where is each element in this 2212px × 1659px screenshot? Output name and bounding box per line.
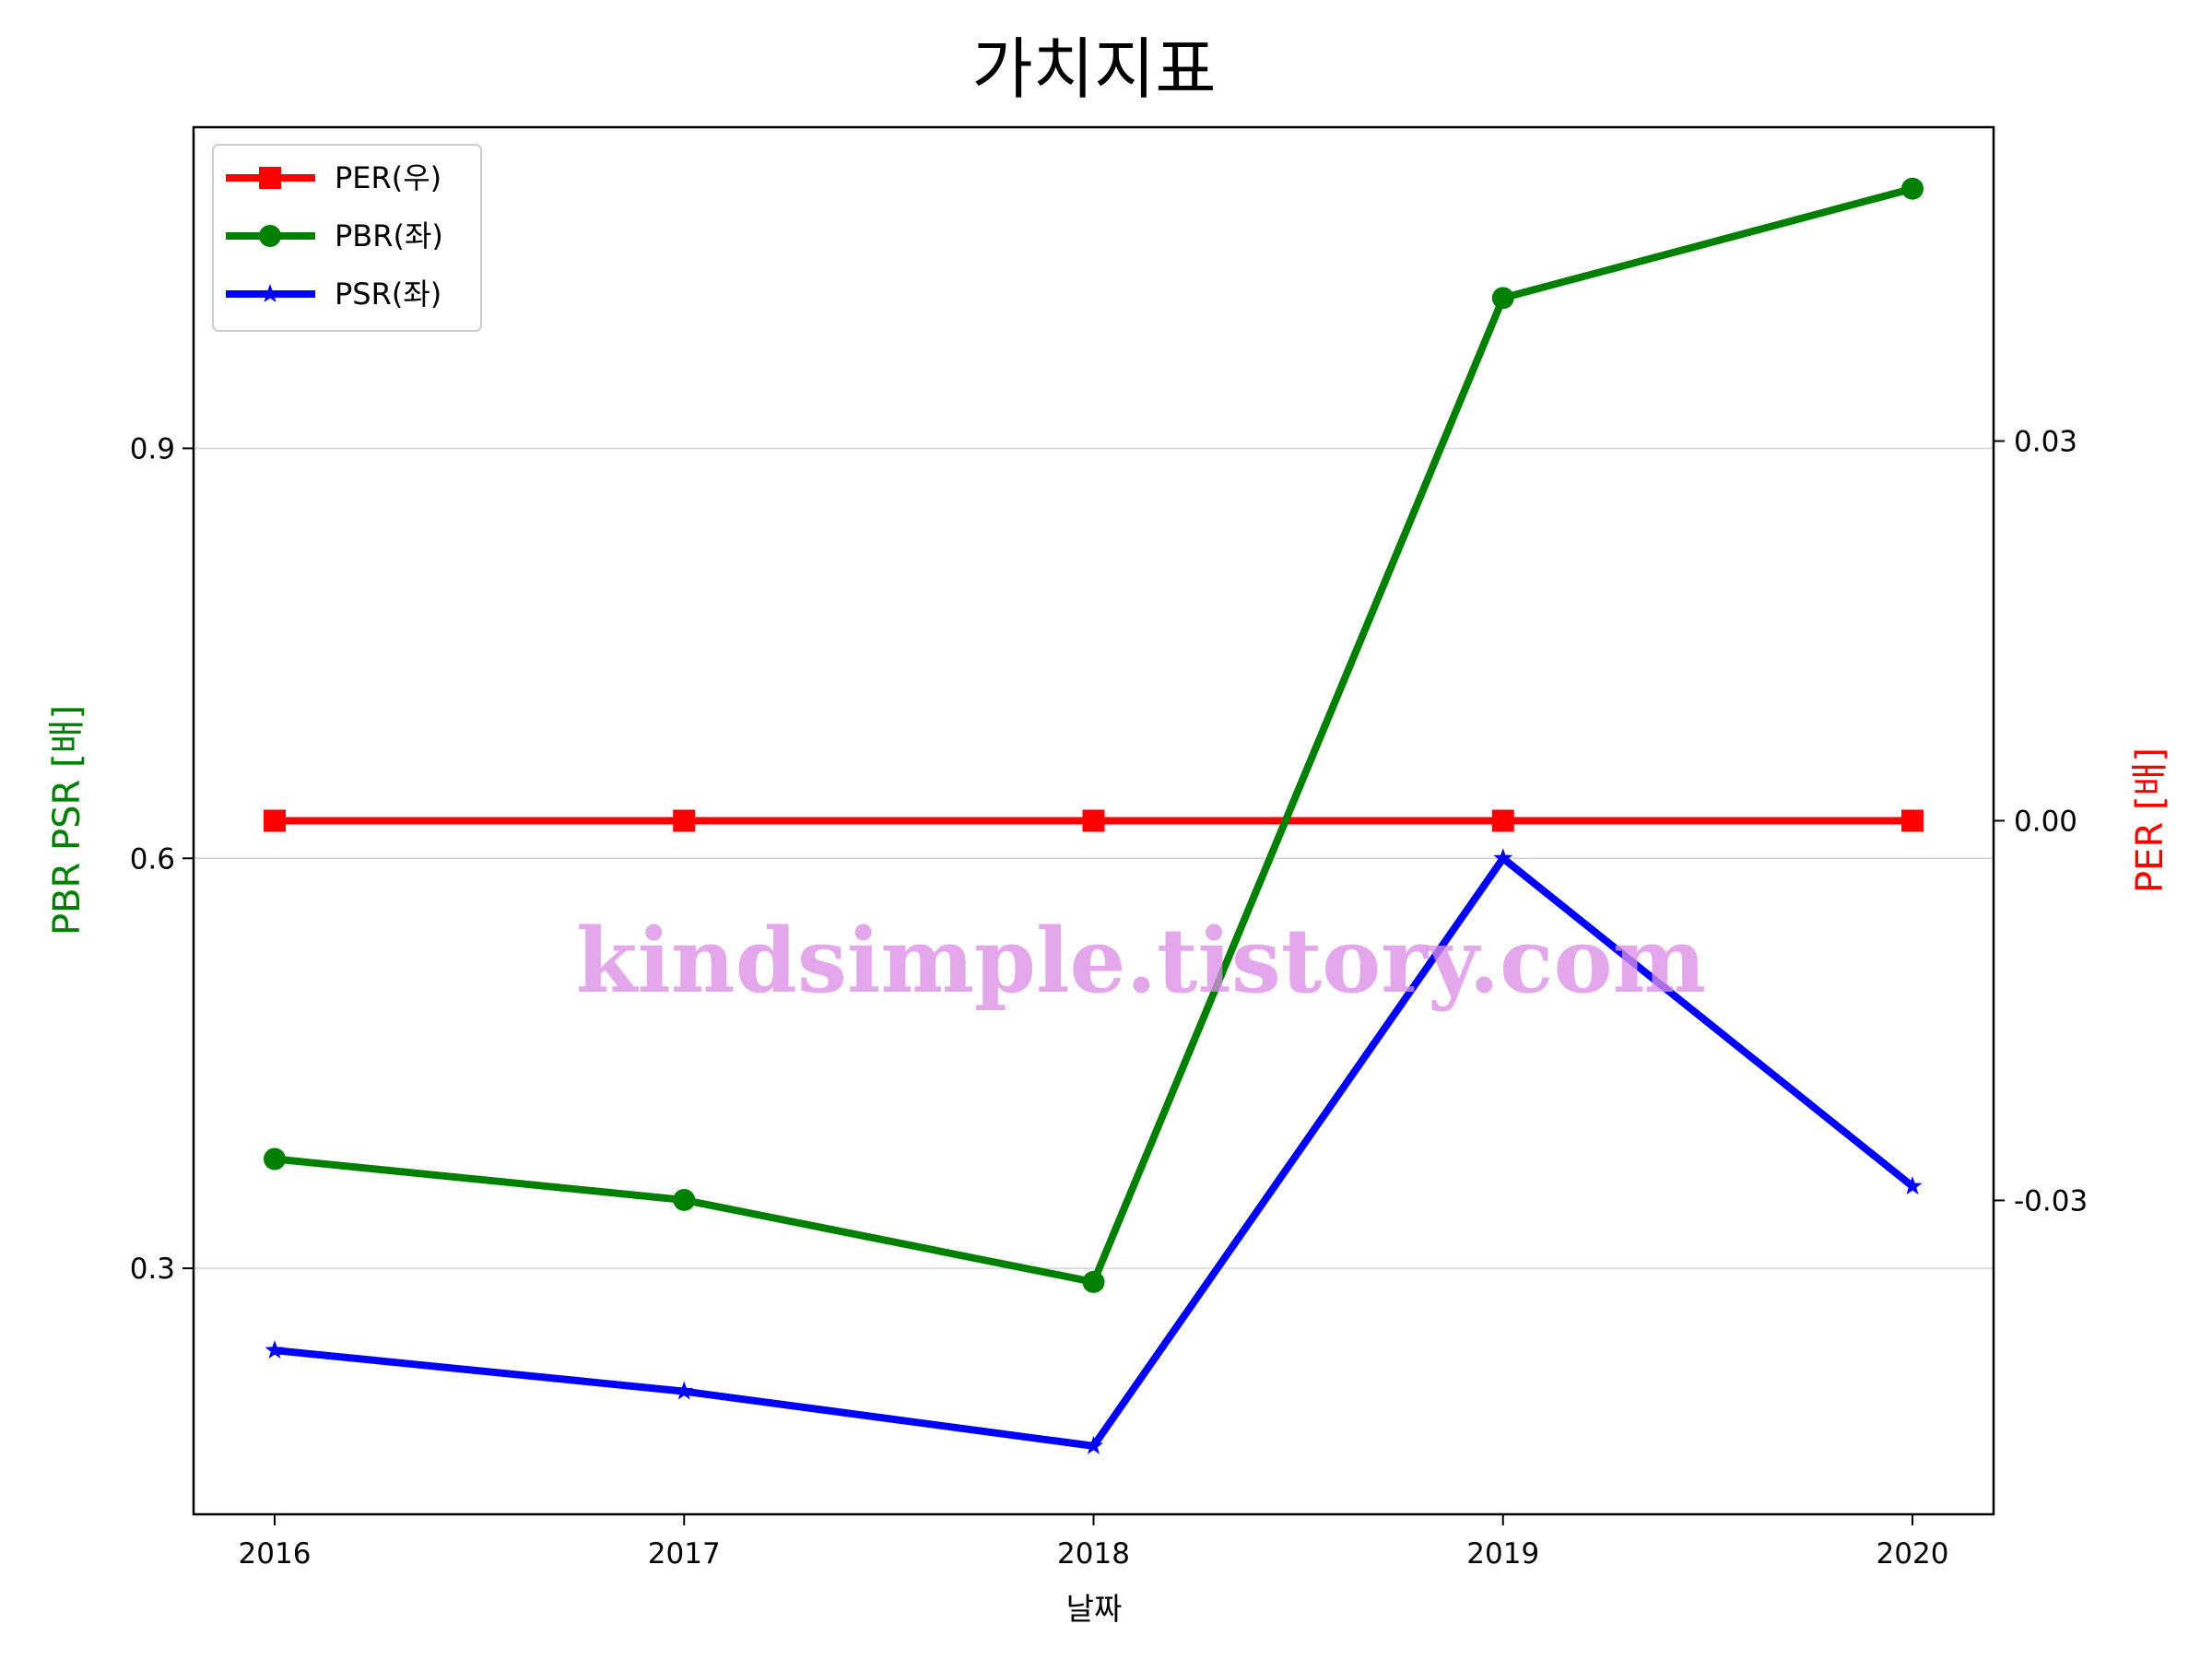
x-tick-label: 2017 [648,1537,721,1571]
per-point [1491,809,1514,832]
x-tick-label: 2020 [1877,1537,1949,1571]
per-point [673,809,696,832]
legend-marker-per [259,167,281,189]
psr-point [1084,1435,1103,1454]
series-per [264,809,1924,832]
legend: PER(우) PBR(좌) PSR(좌) [212,144,482,332]
pbr-point [673,1188,696,1211]
series-pbr [264,177,1924,1293]
left-axis-title: PBR PSR [배] [46,705,88,935]
right-axis: -0.03 0.00 0.03 [1994,426,2088,1218]
series-psr [265,848,1923,1454]
grid-lines [194,447,1994,1269]
pbr-point [1082,1270,1105,1293]
left-tick-label: 0.9 [130,432,175,465]
psr-point [1493,848,1513,867]
x-axis: 2016 2017 2018 2019 2020 [239,1514,1949,1571]
legend-marker-psr [260,284,280,302]
watermark-text: kindsimple.tistory.com [576,909,1706,1013]
chart-title: 가치지표 [972,30,1217,108]
right-tick-label: 0.00 [2014,806,2077,839]
legend-label-per: PER(우) [335,160,441,195]
psr-point [1902,1176,1923,1194]
left-tick-label: 0.6 [130,842,175,876]
legend-label-pbr: PBR(좌) [335,218,443,253]
x-tick-label: 2018 [1057,1537,1130,1571]
per-point [1901,809,1924,832]
psr-point [265,1340,285,1359]
series-line-pbr [271,184,1916,1286]
x-tick-label: 2019 [1466,1537,1539,1571]
left-axis: 0.3 0.6 0.9 [130,432,194,1286]
pbr-point [1901,177,1924,200]
left-tick-label: 0.3 [130,1253,175,1286]
legend-marker-pbr [259,225,281,247]
per-point [1082,809,1105,832]
x-tick-label: 2016 [239,1537,312,1571]
x-axis-title: 날짜 [1066,1591,1123,1627]
right-axis-title: PER [배] [2129,747,2171,893]
series-layer [264,177,1924,1454]
legend-label-psr: PSR(좌) [335,276,441,312]
right-tick-label: 0.03 [2014,426,2077,459]
legend-box [212,144,482,332]
per-point [264,809,286,832]
psr-point [674,1381,694,1400]
pbr-point [1491,287,1514,310]
pbr-point [264,1147,286,1171]
right-tick-label: -0.03 [2014,1184,2088,1218]
